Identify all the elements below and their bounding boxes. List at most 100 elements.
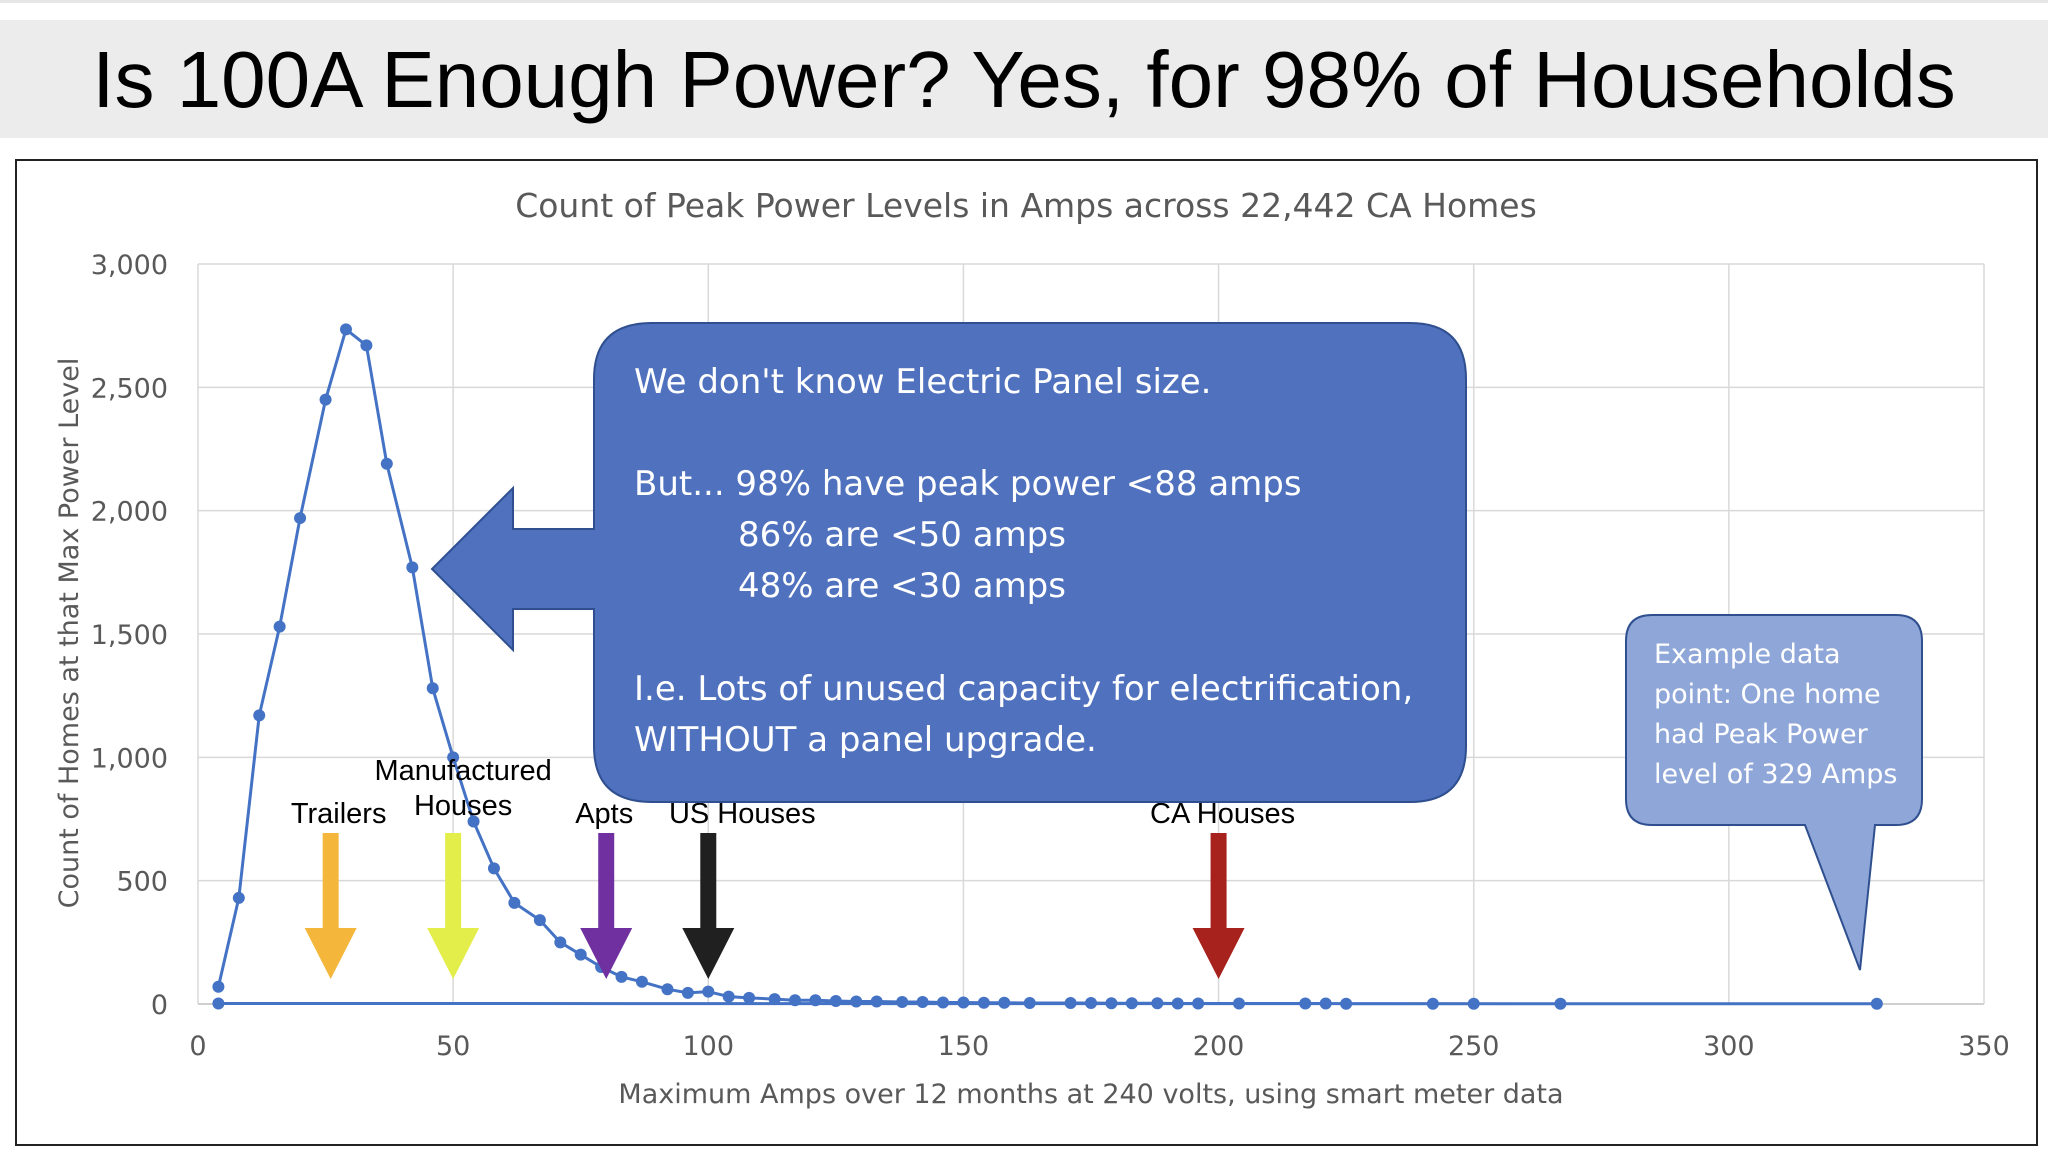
x-tick-label: 150 (938, 1031, 990, 1062)
main-callout-line-2: But... 98% have peak power <88 amps (634, 464, 1302, 504)
main-callout: We don't know Electric Panel size. But..… (430, 322, 1467, 803)
top-border-line (0, 0, 2048, 3)
data-point (1319, 997, 1332, 1010)
main-callout-line-6: WITHOUT a panel upgrade. (634, 720, 1097, 760)
data-point (1023, 997, 1036, 1010)
data-point (339, 323, 352, 336)
y-tick-label: 3,000 (91, 250, 168, 281)
data-point (789, 994, 802, 1007)
main-callout-line-3: 86% are <50 amps (738, 515, 1066, 555)
data-point (998, 996, 1011, 1009)
data-point (1467, 997, 1480, 1010)
data-point (870, 995, 883, 1008)
data-point (635, 975, 648, 988)
example-callout: Example data point: One home had Peak Po… (1625, 614, 1923, 971)
data-point (1085, 997, 1097, 1010)
data-point (1870, 997, 1883, 1010)
data-point (487, 862, 500, 875)
x-tick-label: 0 (189, 1031, 206, 1062)
data-point (1105, 997, 1118, 1010)
main-callout-line-4: 48% are <30 amps (738, 566, 1066, 606)
y-tick-label: 2,500 (91, 373, 168, 404)
marker-label: Trailers (291, 798, 387, 830)
data-point (253, 709, 266, 722)
data-point (916, 996, 929, 1009)
data-point (1232, 997, 1245, 1010)
data-point (850, 995, 863, 1008)
data-point (829, 995, 842, 1008)
data-point (1340, 997, 1353, 1010)
data-point (294, 512, 307, 525)
x-tick-label: 250 (1448, 1031, 1500, 1062)
marker-3: US Houses (669, 798, 816, 979)
marker-arrow (1192, 833, 1245, 979)
marker-label: CA Houses (1150, 798, 1295, 830)
data-point (896, 996, 909, 1009)
example-callout-line-3: had Peak Power (1654, 719, 1869, 750)
data-point (533, 914, 546, 927)
x-tick-label: 50 (436, 1031, 470, 1062)
data-point (1171, 997, 1184, 1010)
data-point (232, 891, 245, 904)
example-callout-line-4: level of 329 Amps (1654, 759, 1898, 790)
data-point (467, 815, 480, 828)
marker-arrow (304, 833, 357, 979)
data-point (937, 996, 950, 1009)
data-series (212, 323, 1883, 1010)
data-point (1192, 997, 1205, 1010)
data-point (768, 993, 781, 1006)
example-callout-line-1: Example data (1654, 639, 1841, 670)
data-point (319, 393, 332, 406)
title-banner (0, 20, 2048, 138)
data-point (681, 986, 694, 999)
y-tick-label: 1,000 (91, 743, 168, 774)
data-point (661, 983, 674, 996)
data-point (406, 561, 419, 574)
data-point (743, 991, 756, 1004)
x-tick-label: 100 (683, 1031, 735, 1062)
main-callout-line-1: We don't know Electric Panel size. (634, 362, 1212, 402)
marker-label-line-1: Manufactured (374, 755, 551, 787)
data-point (809, 994, 822, 1007)
data-point (1554, 997, 1567, 1010)
marker-label-line-2: Houses (414, 790, 512, 822)
x-axis-label: Maximum Amps over 12 months at 240 volts… (618, 1079, 1563, 1110)
data-point (574, 948, 587, 961)
data-point (554, 936, 567, 949)
data-point (977, 996, 990, 1009)
data-point (615, 970, 628, 983)
data-point (1426, 997, 1439, 1010)
data-point (426, 682, 439, 695)
data-point (957, 996, 970, 1009)
data-point (273, 620, 286, 633)
marker-arrow (427, 833, 480, 979)
page-title: Is 100A Enough Power? Yes, for 98% of Ho… (92, 35, 1956, 124)
x-tick-label: 350 (1958, 1031, 2010, 1062)
marker-0: Trailers (291, 798, 387, 979)
marker-arrow (682, 833, 735, 979)
y-tick-label: 500 (116, 867, 168, 898)
marker-2: Apts (575, 798, 633, 979)
data-point (360, 339, 373, 352)
data-point (212, 997, 225, 1010)
y-tick-label: 2,000 (91, 497, 168, 528)
data-point (380, 457, 393, 470)
marker-4: CA Houses (1150, 798, 1295, 979)
data-point (212, 980, 225, 993)
marker-label: Apts (575, 798, 633, 830)
marker-label: US Houses (669, 798, 816, 830)
main-callout-line-5: I.e. Lots of unused capacity for electri… (634, 669, 1413, 709)
y-tick-label: 1,500 (91, 620, 168, 651)
marker-arrow (580, 833, 633, 979)
chart-title: Count of Peak Power Levels in Amps acros… (515, 186, 1537, 225)
x-tick-label: 200 (1193, 1031, 1245, 1062)
y-tick-label: 0 (151, 990, 168, 1021)
data-point (1151, 997, 1164, 1010)
data-point (1064, 997, 1077, 1010)
data-point (447, 751, 460, 764)
main-callout-shape (430, 322, 1467, 803)
data-point (1125, 997, 1138, 1010)
